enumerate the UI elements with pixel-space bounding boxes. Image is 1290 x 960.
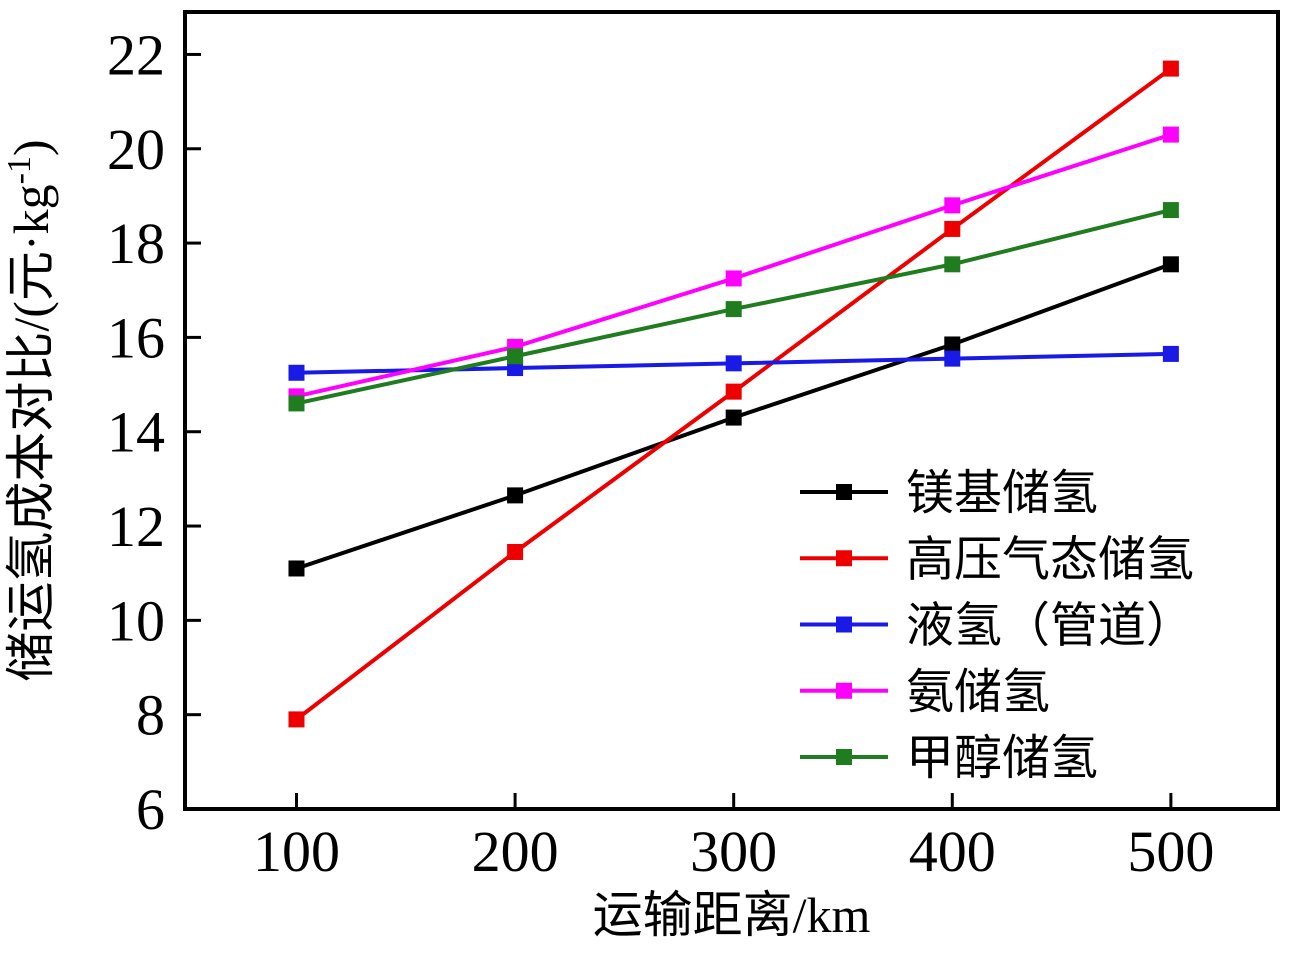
x-tick-label: 200 [472,819,559,884]
data-point-marker [288,395,305,412]
data-point-marker [507,543,524,560]
data-point-marker [288,711,305,728]
y-tick-label: 22 [107,22,165,87]
data-point-marker [725,383,742,400]
y-tick-label: 18 [107,211,165,276]
y-tick-label: 20 [107,117,165,182]
legend-label: 液氢（管道） [906,600,1194,653]
legend-marker [836,484,852,500]
data-point-marker [944,256,961,273]
data-point-marker [1162,126,1179,143]
legend-marker [836,616,852,633]
data-point-marker [288,364,305,381]
y-tick-label: 8 [136,683,165,748]
data-point-marker [944,350,961,367]
legend-marker [836,682,852,699]
data-point-marker [944,336,961,353]
y-tick-label: 12 [107,494,165,559]
data-point-marker [507,348,524,365]
x-tick-label: 100 [253,819,340,884]
legend-item: 氨储氢 [800,666,1050,719]
legend-item: 镁基储氢 [800,467,1098,520]
data-point-marker [725,301,742,318]
legend-marker [836,749,852,765]
x-tick-label: 300 [690,819,777,884]
data-point-marker [507,487,524,504]
data-point-marker [725,409,742,426]
plot-frame [183,10,1280,811]
series-2 [288,345,1179,381]
data-point-marker [944,197,961,214]
legend-label: 甲醇储氢 [906,732,1098,785]
data-point-marker [725,270,742,287]
y-tick-label: 14 [107,400,165,465]
data-point-marker [944,220,961,237]
x-tick-label: 400 [909,819,996,884]
legend-label: 高压气态储氢 [906,533,1194,586]
y-tick-label: 16 [107,305,165,370]
legend-item: 液氢（管道） [800,600,1194,653]
y-tick-label: 6 [136,777,165,842]
legend-marker [836,550,852,567]
legend-item: 高压气态储氢 [800,533,1194,586]
data-point-marker [1162,60,1179,77]
y-tick-label: 10 [107,588,165,653]
x-tick-label: 500 [1127,819,1214,884]
data-point-marker [1162,202,1179,219]
y-axis-title: 储运氢成本对比/(元·kg-1) [1,139,59,681]
data-point-marker [1162,256,1179,273]
data-point-marker [288,560,305,577]
data-point-marker [1162,345,1179,362]
legend-label: 镁基储氢 [906,467,1098,520]
x-axis-title: 运输距离/km [593,887,871,943]
legend-label: 氨储氢 [906,666,1050,719]
series-4 [288,202,1179,412]
data-point-marker [725,355,742,372]
series-1 [288,60,1179,728]
legend-item: 甲醇储氢 [800,732,1098,785]
series-0 [288,256,1179,577]
